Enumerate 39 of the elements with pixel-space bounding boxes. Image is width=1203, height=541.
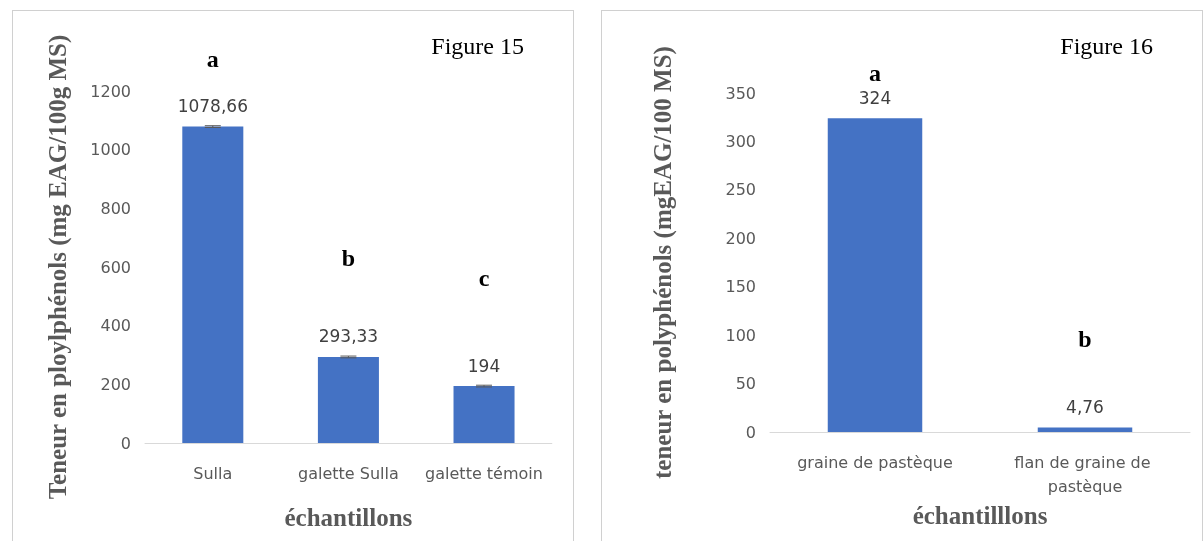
y-tick-label: 100 [725, 325, 756, 345]
x-tick-label: galette Sulla [298, 463, 399, 483]
x-tick-label: Sulla [193, 463, 233, 483]
y-tick-label: 0 [120, 433, 131, 453]
x-axis-title: échantillons [284, 504, 413, 531]
data-label: 293,33 [318, 326, 379, 347]
x-tick-label: galette témoin [425, 463, 543, 483]
x-tick-label: graine de pastèque [797, 452, 953, 472]
data-label: 1078,66 [177, 96, 248, 117]
data-label: 324 [858, 87, 892, 108]
x-tick-label: flan de graine de pastèque [1014, 452, 1156, 496]
y-tick-label: 1200 [90, 81, 131, 101]
annotation: c [478, 265, 490, 291]
y-tick-label: 800 [100, 198, 131, 218]
bar [453, 386, 515, 443]
x-axis-title: échantilllons [912, 501, 1048, 529]
annotation: b [341, 245, 356, 271]
text: a [869, 60, 881, 86]
bar [182, 126, 244, 443]
y-tick-label: 250 [725, 180, 756, 200]
y-axis-title: Teneur en ploylphénols (mg EAG/100g MS) [43, 34, 72, 500]
y-tick-label: 300 [725, 131, 756, 151]
y-tick-label: 600 [100, 257, 131, 277]
bar [317, 356, 379, 443]
text: a [206, 46, 219, 72]
y-tick-label: 350 [725, 83, 756, 103]
y-tick-label: 200 [725, 228, 756, 248]
y-tick-label: 0 [745, 422, 756, 442]
data-label: 194 [467, 355, 501, 376]
chart-title: Figure 15 [431, 33, 525, 59]
y-tick-label: 50 [735, 374, 756, 394]
y-tick-label: 1000 [90, 140, 131, 160]
y-tick-label: 150 [725, 277, 756, 297]
y-tick-label: 200 [100, 374, 131, 394]
y-tick-label: 400 [100, 316, 131, 336]
y-axis-title: teneur en polyphénols (mgEAG/100 MS) [648, 46, 677, 479]
chart-title: Figure 16 [1060, 33, 1154, 59]
data-label: 4,76 [1066, 396, 1104, 417]
annotation: b [1078, 326, 1092, 352]
